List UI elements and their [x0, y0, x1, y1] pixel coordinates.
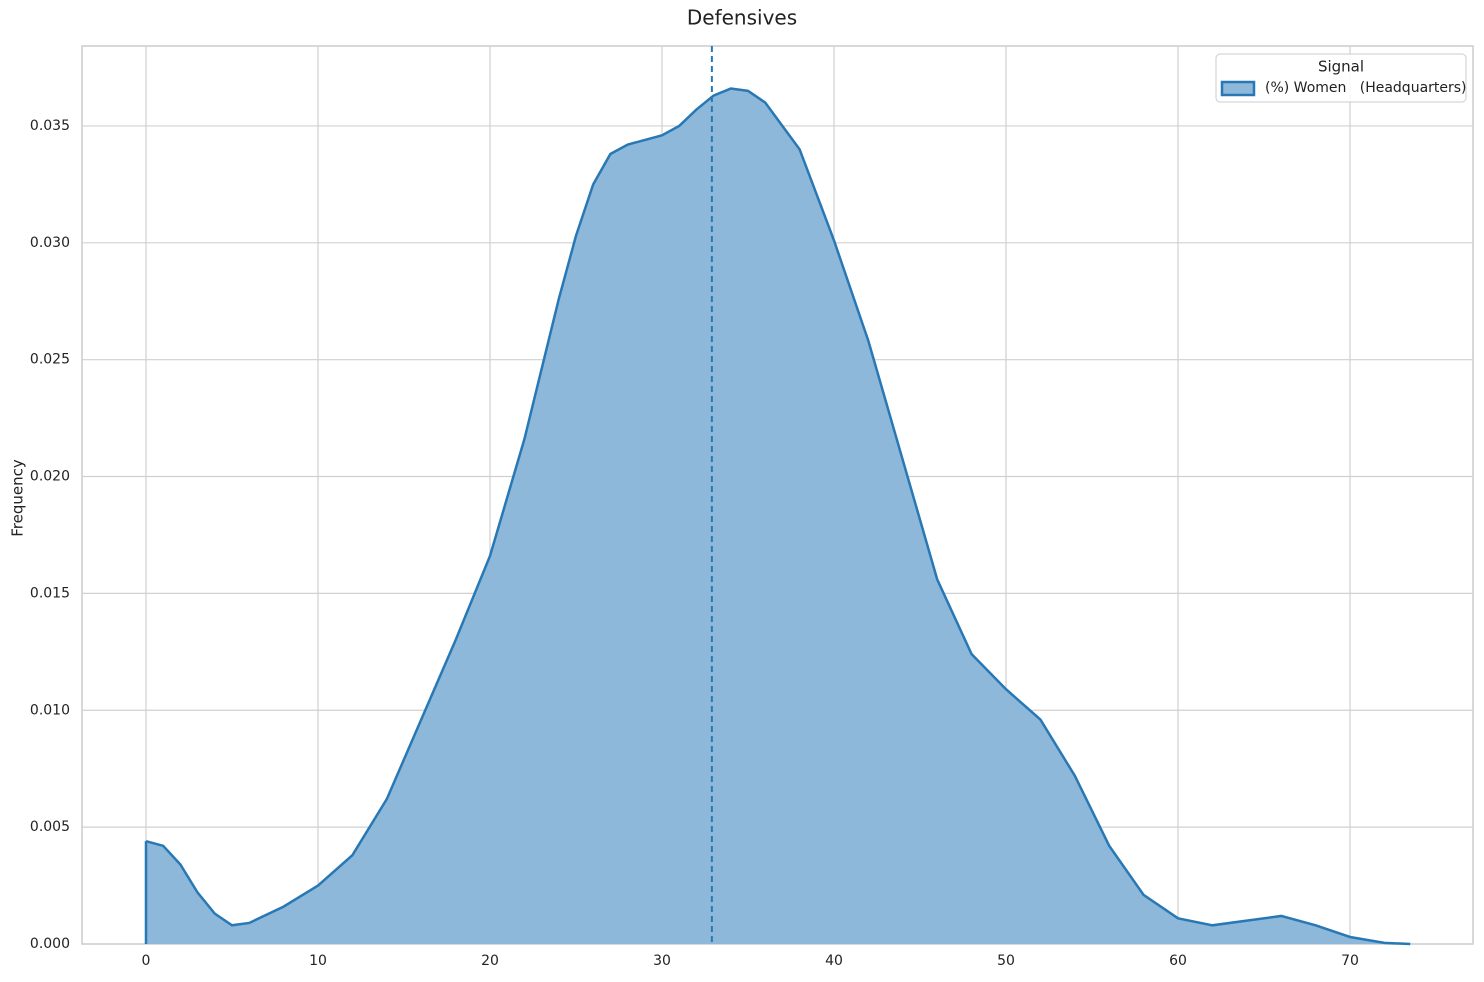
chart-title: Defensives — [687, 6, 797, 30]
y-tick-label: 0.020 — [30, 469, 70, 485]
y-tick-label: 0.000 — [30, 936, 70, 952]
y-tick-label: 0.035 — [30, 118, 70, 134]
x-tick-label: 30 — [653, 953, 671, 969]
x-tick-label: 10 — [309, 953, 327, 969]
legend: Signal (%) Women (Headquarters) — [1215, 53, 1467, 103]
legend-label: (%) Women (Headquarters) — [1265, 80, 1467, 96]
x-tick-label: 20 — [481, 953, 499, 969]
y-tick-label: 0.005 — [30, 819, 70, 835]
x-tick-label: 70 — [1341, 953, 1359, 969]
y-tick-label: 0.030 — [30, 235, 70, 251]
x-tick-label: 60 — [1169, 953, 1187, 969]
y-tick-label: 0.025 — [30, 352, 70, 368]
y-axis-label: Frequency — [9, 459, 27, 537]
y-tick-label: 0.010 — [30, 702, 70, 718]
legend-swatch — [1220, 80, 1256, 97]
marks — [144, 46, 1411, 946]
x-tick-label: 50 — [997, 953, 1015, 969]
x-tick-label: 40 — [825, 953, 843, 969]
legend-box — [1215, 53, 1467, 103]
x-tick-label: 0 — [142, 953, 151, 969]
area-fill — [145, 88, 1411, 945]
y-tick-label: 0.015 — [30, 585, 70, 601]
density-line — [145, 87, 1411, 946]
legend-title: Signal — [1318, 58, 1364, 76]
